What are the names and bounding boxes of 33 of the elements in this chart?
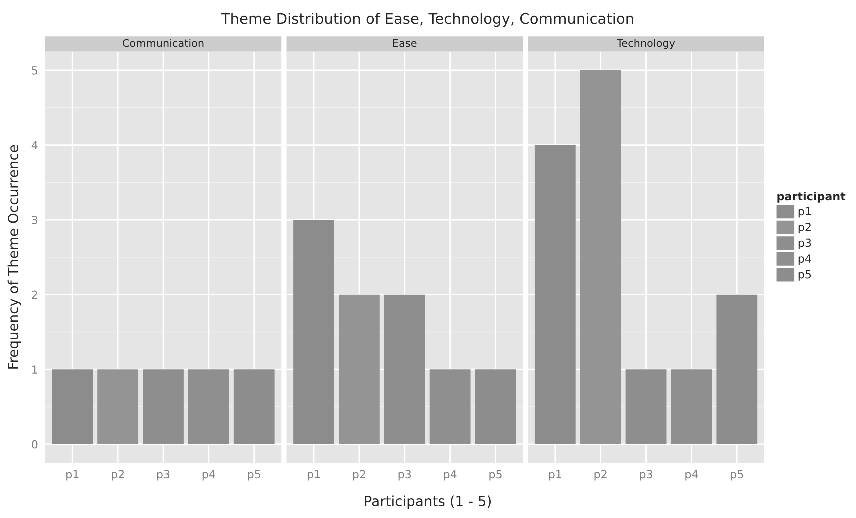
x-tick-label: p5 [731, 470, 744, 481]
chart-subtitle: Ease [394, 39, 417, 48]
x-tick-label: p4 [444, 470, 457, 481]
y-tick-label: 3 [32, 216, 38, 224]
y-tick-label: 1 [32, 366, 38, 374]
x-tick-label: p3 [157, 470, 170, 481]
legend-label: p1 [798, 207, 811, 218]
x-tick-label: p2 [594, 470, 607, 481]
x-tick-label: p3 [398, 470, 412, 481]
chart-subtitle: Communication [123, 39, 204, 48]
y-tick-label: 5 [32, 66, 38, 75]
x-tick-label: p1 [308, 470, 320, 481]
x-axis-title: Participants (1 - 5) [365, 496, 491, 510]
x-tick-label: p3 [640, 470, 652, 481]
x-tick-label: p4 [686, 470, 698, 481]
y-tick-label: 0 [32, 440, 38, 449]
y-tick-label: 2 [32, 290, 38, 300]
legend-label: p2 [798, 223, 811, 234]
x-tick-label: p5 [490, 470, 502, 481]
chart-subtitle: Technology [617, 39, 676, 50]
legend-title: participant [778, 192, 846, 203]
text: Theme Distribution of Ease, Technology, Communication [221, 12, 634, 28]
x-tick-label: p2 [112, 470, 124, 481]
x-tick-label: p1 [549, 470, 562, 481]
x-tick-label: p5 [248, 470, 260, 481]
y-tick-label: 4 [32, 141, 38, 150]
legend-label: p5 [798, 270, 812, 281]
x-tick-label: p4 [202, 470, 216, 481]
y-axis-title: Frequency of Theme Occurrence [8, 145, 22, 369]
x-tick-label: p2 [353, 470, 366, 481]
legend-label: p3 [798, 238, 812, 250]
legend-label: p4 [798, 254, 812, 266]
x-tick-label: p1 [66, 470, 79, 481]
